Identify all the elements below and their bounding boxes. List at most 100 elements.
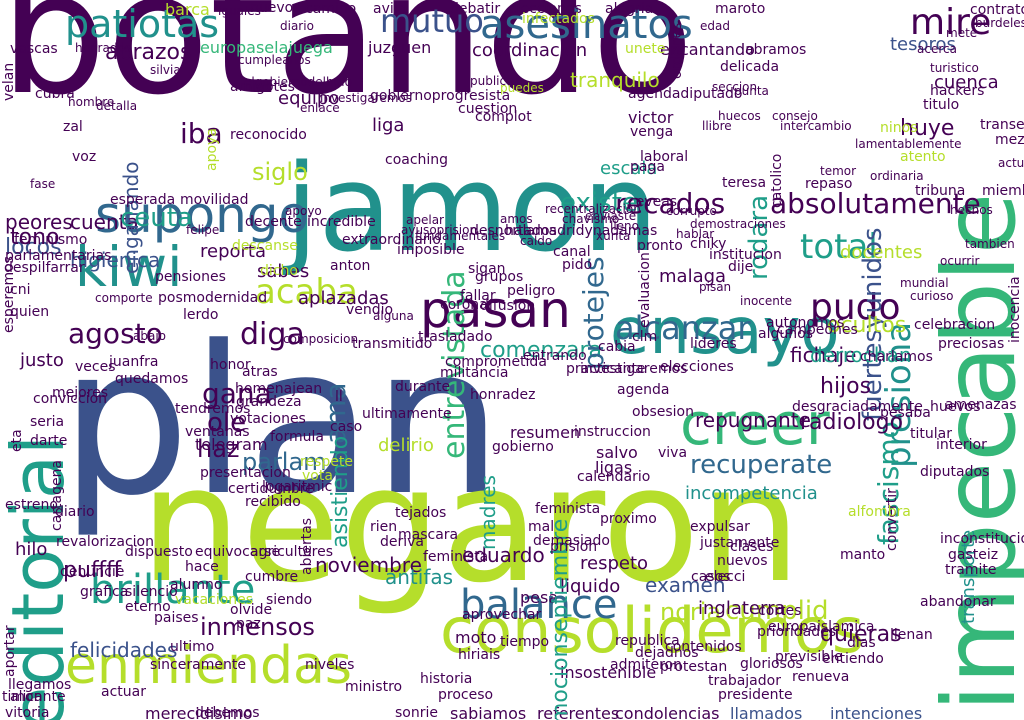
cloud-word: rien — [370, 519, 398, 535]
cloud-word: hijos — [820, 374, 872, 399]
cloud-word: fallar — [460, 288, 496, 304]
cloud-word: previsible — [775, 649, 843, 665]
cloud-word: trasladado — [418, 329, 493, 345]
cloud-word: denuncie — [60, 564, 125, 580]
cloud-word: composicion — [283, 332, 359, 346]
cloud-word: viva — [658, 445, 688, 461]
cloud-word: hechos — [950, 203, 993, 217]
cloud-word: abrazos — [105, 40, 192, 65]
cloud-word: peligro — [507, 283, 556, 299]
cloud-word: elecci — [705, 569, 746, 585]
cloud-word: cortes — [758, 603, 802, 619]
cloud-word: silencio — [125, 584, 178, 600]
cloud-word: insostenible — [560, 663, 657, 682]
cloud-word: cumbre — [245, 569, 299, 585]
cloud-word: votaciones — [230, 411, 306, 427]
cloud-word: laboral — [640, 149, 689, 165]
cloud-word: tiempo — [500, 634, 550, 650]
cloud-word: hombre — [68, 95, 115, 109]
cloud-word: investigaremos — [580, 361, 688, 377]
cloud-word: turistico — [930, 61, 979, 75]
cloud-word: hilo — [15, 539, 48, 560]
cloud-word: siglo — [252, 158, 308, 186]
cloud-word: protestan — [660, 659, 728, 675]
cloud-word: demostraciones — [690, 217, 786, 231]
cloud-word: pesaba — [880, 405, 931, 421]
cloud-word: logaritmic — [262, 479, 333, 495]
cloud-word: transexuales — [980, 117, 1024, 133]
cloud-word: burdeles — [975, 16, 1024, 30]
cloud-word: pronto — [637, 238, 683, 254]
cloud-word: vendio — [346, 302, 394, 318]
cloud-word: alicante — [10, 689, 66, 705]
cloud-word: vascas — [10, 41, 58, 57]
cloud-word: imposible — [397, 242, 465, 258]
cloud-word: campeones — [777, 322, 858, 338]
cloud-word: silvia — [150, 63, 181, 77]
cloud-word: absolutamente — [770, 187, 981, 220]
cloud-word: diputados — [920, 464, 990, 480]
cloud-word: presentacion — [200, 465, 291, 481]
cloud-word: ceuta — [120, 203, 193, 233]
cloud-word: cabia — [598, 339, 636, 355]
cloud-word: reporta — [200, 241, 267, 262]
cloud-word: seria — [30, 414, 65, 430]
cloud-word: casos — [691, 569, 731, 585]
cloud-word: pensiones — [155, 269, 226, 285]
cloud-word: nuevos — [717, 553, 768, 569]
cloud-word: coordinacion — [472, 40, 588, 61]
cloud-word: olvide — [230, 602, 273, 618]
cloud-word: salvo — [596, 443, 638, 462]
cloud-word: plan — [60, 303, 503, 541]
cloud-word: inmensos — [200, 613, 315, 641]
cloud-word: fundamentales — [415, 229, 506, 243]
cloud-word: juzguen — [368, 38, 432, 57]
cloud-word: ultimo — [170, 639, 215, 655]
cloud-word: atento — [900, 149, 946, 165]
cloud-word: sonrie — [395, 705, 438, 720]
cloud-word: gasteiz — [948, 547, 999, 563]
cloud-word: negaron — [140, 431, 802, 618]
cloud-word: eta — [9, 429, 25, 453]
cloud-word: mascara — [398, 527, 459, 543]
cloud-word: llibre — [702, 119, 732, 133]
cloud-word: incompetencia — [685, 483, 818, 504]
cloud-word: posmodernidad — [158, 290, 268, 306]
cloud-word: puffff — [63, 558, 122, 583]
cloud-word: elecciones — [660, 359, 734, 375]
cloud-word: proximo — [600, 511, 657, 527]
cloud-word: celebracion — [914, 317, 996, 333]
cloud-word: barca — [165, 0, 210, 19]
cloud-word: fichaje — [790, 343, 857, 367]
cloud-word: incredible — [307, 214, 376, 230]
cloud-word: mete — [946, 26, 978, 40]
cloud-word: ligas — [595, 458, 633, 477]
cloud-word: ensayo — [610, 295, 840, 369]
cloud-word: consejo — [772, 109, 818, 123]
cloud-word: honrados — [75, 41, 132, 55]
cloud-word: ultimamente — [362, 406, 452, 422]
cloud-word: seccion — [712, 80, 758, 94]
cloud-word: docentes — [840, 242, 923, 263]
cloud-word: investigaremos — [320, 91, 413, 105]
cloud-word: ll — [335, 389, 343, 405]
cloud-word: debatir — [450, 1, 501, 17]
cloud-word: ole — [207, 408, 247, 438]
cloud-word: trabajador — [708, 673, 781, 689]
cloud-word: entiendo — [822, 651, 884, 667]
cloud-word: derrochan — [810, 343, 912, 367]
cloud-word: elecciones — [508, 1, 582, 17]
cloud-word: alcanzar — [615, 309, 751, 347]
cloud-word: algunos — [758, 326, 813, 342]
cloud-word: moto — [455, 628, 497, 647]
cloud-word: aportar — [2, 625, 18, 677]
cloud-word: feminista — [535, 501, 601, 517]
cloud-word: decente — [245, 214, 302, 230]
cloud-word: gobierno — [492, 439, 554, 455]
cloud-word: respeto — [580, 553, 649, 574]
cloud-word: veces — [75, 359, 116, 375]
cloud-word: amos — [500, 212, 533, 226]
cloud-word: enviaste — [585, 209, 637, 223]
cloud-word: vota — [302, 468, 333, 484]
cloud-word: infectados — [522, 11, 595, 27]
